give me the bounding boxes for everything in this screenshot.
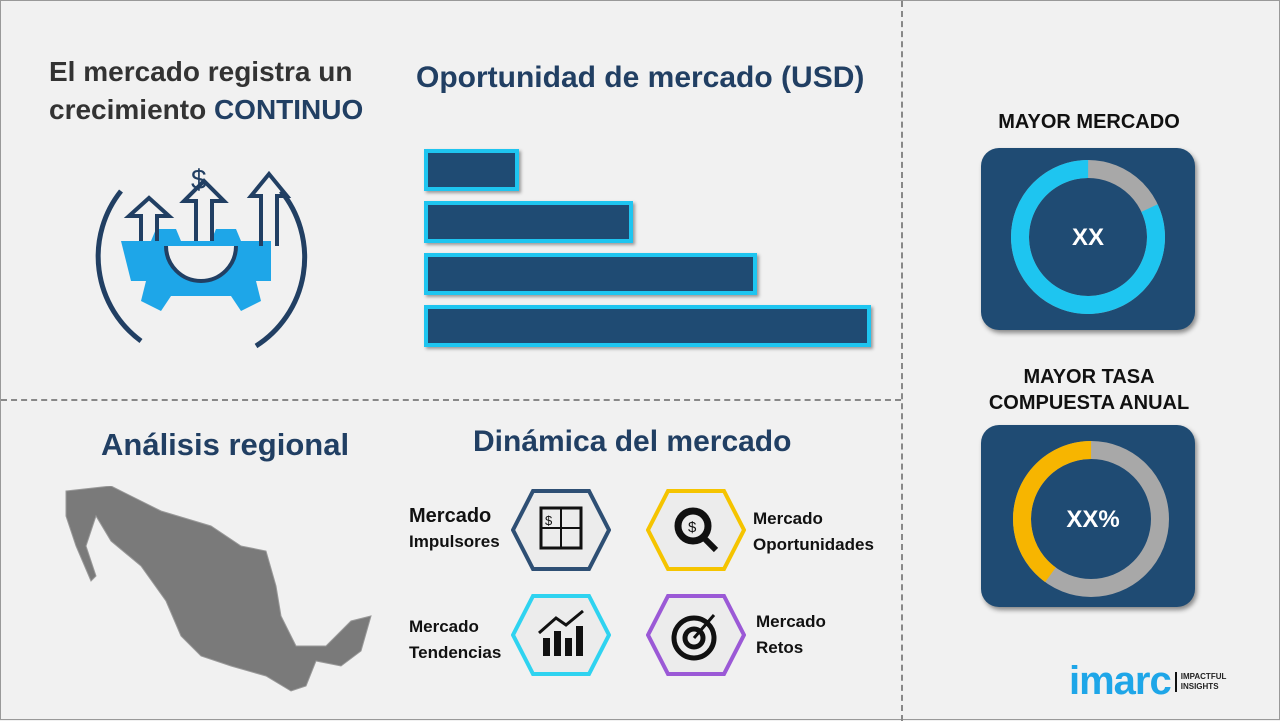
dynamics-title: Dinámica del mercado	[473, 425, 792, 458]
growth-heading: El mercado registra un crecimiento CONTI…	[49, 53, 363, 129]
growth-line2: crecimiento	[49, 94, 214, 125]
dynamics-label: Mercado Retos	[756, 609, 826, 661]
dynamics-label: Mercado Tendencias	[409, 614, 501, 666]
dynamics-label-line2: Retos	[756, 638, 804, 657]
dynamics-hexagon: $	[645, 488, 747, 572]
cagr-value: XX%	[1066, 506, 1119, 533]
tagline-1: IMPACTFUL	[1180, 671, 1227, 681]
growth-gear-dollar-icon: $	[95, 164, 308, 349]
opportunity-bar	[424, 253, 757, 295]
dynamics-label-line1: Mercado	[756, 612, 826, 631]
growth-chart-icon	[538, 609, 584, 656]
cagr-title-2: COMPUESTA ANUAL	[988, 392, 1190, 414]
largest-market-value: XX	[1072, 224, 1104, 251]
dynamics-label-line1: Mercado	[409, 505, 492, 527]
cagr-title-1: MAYOR TASA	[1023, 366, 1155, 388]
dynamics-label-line1: Mercado	[409, 617, 479, 636]
target-icon	[671, 614, 717, 661]
puzzle-icon: $	[539, 506, 583, 550]
dollar-search-icon: $	[674, 507, 719, 553]
logo-brand: imarc	[1069, 659, 1172, 703]
horizontal-divider	[1, 399, 901, 401]
dynamics-label-line2: Impulsores	[409, 532, 500, 551]
dynamics-label-line2: Oportunidades	[753, 535, 874, 554]
largest-market-title: MAYOR MERCADO	[998, 111, 1180, 133]
growth-highlight: CONTINUO	[213, 94, 364, 125]
dynamics-label-line2: Tendencias	[409, 643, 502, 662]
svg-text:$: $	[545, 513, 553, 528]
opportunity-title: Oportunidad de mercado (USD)	[416, 61, 865, 94]
logo-tagline: IMPACTFUL INSIGHTS	[1174, 671, 1227, 692]
dynamics-label: Mercado Impulsores	[409, 503, 500, 555]
svg-text:$: $	[191, 164, 207, 195]
opportunity-bar	[424, 201, 634, 243]
growth-line1: El mercado registra un	[49, 56, 353, 87]
largest-market-donut: XX	[1011, 160, 1165, 314]
imarc-logo: imarc IMPACTFUL INSIGHTS	[1069, 659, 1226, 704]
tagline-2: INSIGHTS	[1180, 681, 1219, 691]
dynamics-hexagon: $	[510, 488, 612, 572]
dynamics-label-line1: Mercado	[753, 509, 823, 528]
largest-market-panel: XX	[981, 148, 1195, 330]
svg-text:$: $	[688, 519, 697, 536]
opportunity-bar	[424, 149, 520, 191]
dynamics-hexagon	[645, 593, 747, 677]
cagr-title: MAYOR TASA COMPUESTA ANUAL	[939, 364, 1239, 416]
cagr-donut: XX%	[1013, 441, 1169, 597]
opportunity-bar	[424, 305, 871, 347]
regional-title: Análisis regional	[101, 427, 350, 462]
dynamics-label: Mercado Oportunidades	[753, 506, 874, 558]
mexico-map	[65, 486, 372, 692]
dynamics-hexagon	[510, 593, 612, 677]
vertical-divider	[901, 1, 903, 721]
cagr-panel: XX%	[981, 425, 1195, 607]
